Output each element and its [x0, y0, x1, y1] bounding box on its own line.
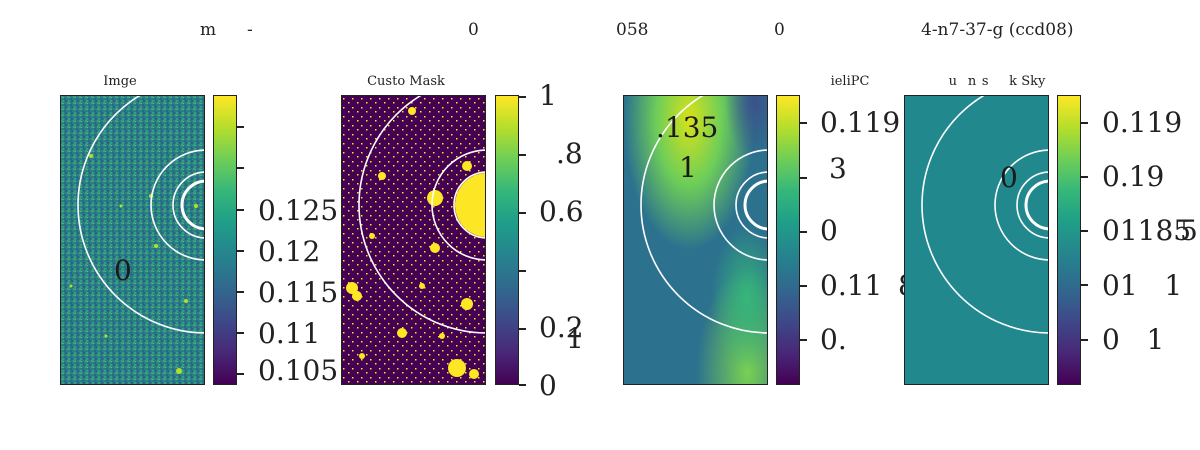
suptitle-part-6: 4-n7-37-g (ccd08)	[921, 20, 1074, 40]
sky-overlay-text: 0	[1000, 161, 1018, 194]
image-panel: 0	[60, 95, 205, 385]
pc-overlay-text-b: 1	[679, 151, 697, 184]
sky-cbar-tick	[1081, 230, 1088, 232]
mask-cbar-tick	[519, 212, 526, 214]
image-cbar-tick	[237, 167, 244, 169]
mask-cbar-tick	[519, 384, 526, 386]
mask-cbar-tick	[519, 270, 526, 272]
image-cbar-label: 0.105	[258, 354, 339, 387]
pc-cbar-tick	[800, 339, 807, 341]
suptitle-part-4: 058	[616, 20, 649, 40]
suptitle-part-3: 0	[468, 20, 479, 40]
sky-cbar-label: 01185	[1102, 214, 1192, 247]
pc-cbar-tick	[800, 285, 807, 287]
panel-title-sky-part: n	[967, 74, 977, 89]
mask-cbar-tick	[519, 328, 526, 330]
pc-heatmap	[624, 96, 767, 384]
pc-cbar-label: 0.119	[820, 106, 901, 139]
image-heatmap	[61, 96, 204, 384]
image-overlay-text: 0	[114, 254, 132, 287]
panel-title-mask: Custo Mask	[367, 74, 445, 89]
suptitle-part-2: -	[247, 20, 253, 40]
sky-cbar-tick	[1081, 176, 1088, 178]
mask-cbar-tick	[519, 154, 526, 156]
pc-colorbar	[776, 95, 800, 385]
image-cbar-label: 0.125	[258, 194, 339, 227]
image-colorbar	[213, 95, 237, 385]
mask-cbar-label: 0.2	[539, 311, 584, 344]
sky-cbar-label: 0 1	[1102, 323, 1165, 356]
pc-overlay-text-a: .135	[656, 111, 719, 144]
mask-cbar-label: 0.6	[539, 195, 584, 228]
suptitle-part-5: 0	[774, 20, 785, 40]
image-cbar-tick	[237, 126, 244, 128]
pc-cbar-label: 0.	[820, 323, 847, 356]
pc-panel: .135 1	[623, 95, 768, 385]
image-cbar-tick	[237, 332, 244, 334]
pc-cbar-label: 3	[829, 152, 847, 185]
mask-cbar-tick	[519, 96, 526, 98]
mask-cbar-label: 1	[539, 79, 557, 112]
mask-panel	[341, 95, 486, 385]
image-cbar-label: 0.12	[258, 235, 321, 268]
sky-cbar-extra: 5	[1180, 214, 1198, 247]
sky-cbar-tick	[1081, 122, 1088, 124]
suptitle-part-1: m	[200, 20, 217, 40]
image-cbar-tick	[237, 250, 244, 252]
sky-cbar-tick	[1081, 284, 1088, 286]
sky-panel: 0	[904, 95, 1049, 385]
sky-cbar-tick	[1081, 339, 1088, 341]
image-cbar-tick	[237, 209, 244, 211]
panel-title-pc: ieliPC	[830, 74, 870, 89]
image-cbar-label: 0.115	[258, 276, 339, 309]
pc-cbar-label: 0	[820, 214, 838, 247]
sky-cbar-label: 01 1	[1102, 269, 1183, 302]
pc-cbar-tick	[800, 122, 807, 124]
image-cbar-tick	[237, 291, 244, 293]
panel-title-image: Imge	[103, 74, 137, 89]
sky-heatmap	[905, 96, 1048, 384]
image-cbar-tick	[237, 373, 244, 375]
sky-cbar-label: 0.19	[1102, 160, 1165, 193]
pc-cbar-tick	[800, 231, 807, 233]
mask-cbar-extra: 1	[566, 322, 584, 355]
mask-cbar-label: .8	[556, 137, 583, 170]
pc-cbar-label: 0.11	[820, 269, 883, 302]
image-cbar-label: 0.11	[258, 317, 321, 350]
pc-cbar-tick	[800, 177, 807, 179]
panel-title-sky: u s k Sky	[948, 74, 1046, 89]
sky-colorbar	[1057, 95, 1081, 385]
mask-cbar-label: 0	[539, 369, 557, 402]
mask-colorbar	[495, 95, 519, 385]
sky-cbar-label: 0.119	[1102, 106, 1183, 139]
mask-heatmap	[342, 96, 485, 384]
